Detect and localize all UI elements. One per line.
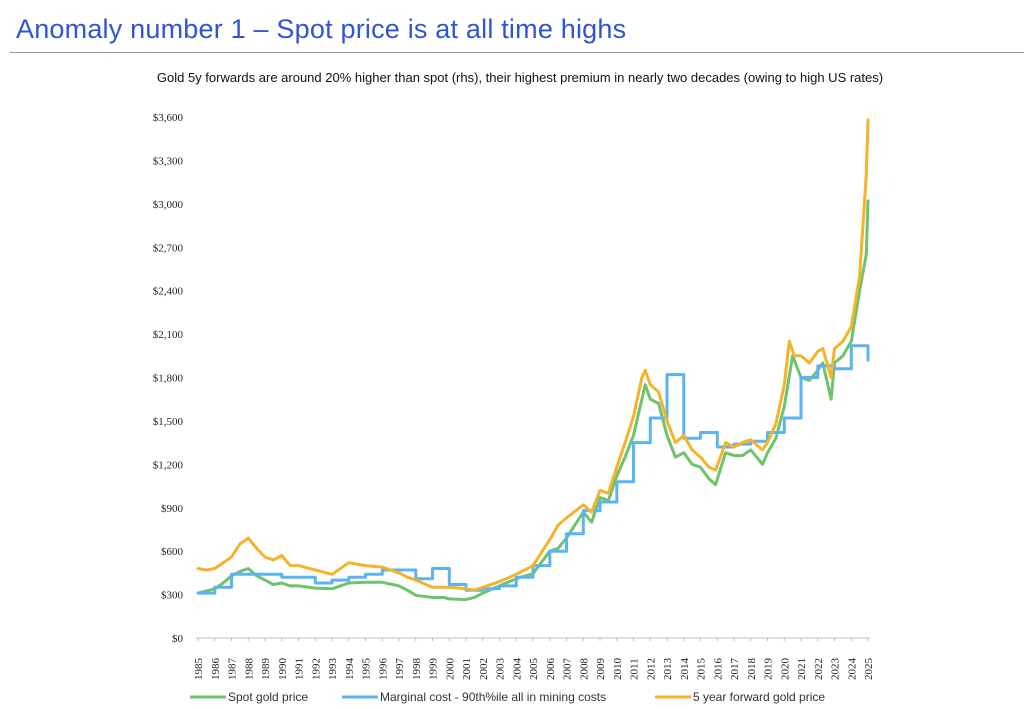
x-tick-label: 1991 <box>294 658 306 680</box>
series-line-marginal-cost <box>196 344 870 595</box>
legend: Spot gold price Marginal cost - 90th%ile … <box>190 690 825 704</box>
x-tick-label: 2017 <box>729 658 741 681</box>
y-tick-label: $900 <box>161 503 184 515</box>
x-tick-label: 1988 <box>243 658 255 681</box>
x-tick-label: 2024 <box>846 658 858 681</box>
legend-label: Marginal cost - 90th%ile all in mining c… <box>380 690 606 704</box>
y-tick-label: $1,800 <box>153 373 184 385</box>
x-tick-label: 2023 <box>830 658 842 681</box>
x-tick-label: 1986 <box>210 658 222 681</box>
series-line-forward <box>196 118 870 592</box>
y-axis: $0 $300 $600 $900 $1,200 $1,500 $1,800 $2,100 $2… <box>153 112 184 645</box>
x-tick-label: 2001 <box>461 658 473 680</box>
x-tick-label: 2000 <box>444 658 456 681</box>
page-title: Anomaly number 1 – Spot price is at all … <box>16 14 627 44</box>
x-tick-label: 2019 <box>763 658 775 681</box>
x-tick-label: 2013 <box>662 658 674 681</box>
x-tick-label: 2005 <box>528 658 540 681</box>
y-tick-label: $3,300 <box>153 155 184 167</box>
y-tick-label: $1,200 <box>153 459 184 471</box>
x-tick-label: 1992 <box>310 658 322 680</box>
y-tick-label: $0 <box>172 633 184 645</box>
x-axis: 1985 1986 1987 1988 1989 1990 1991 1992 1993 1994… <box>193 638 875 680</box>
x-tick-label: 2022 <box>813 658 825 680</box>
x-tick-label: 2003 <box>495 658 507 681</box>
x-tick-label: 2002 <box>478 658 490 680</box>
y-tick-label: $1,500 <box>153 416 184 428</box>
x-tick-label: 1994 <box>344 658 356 681</box>
x-tick-label: 2008 <box>578 658 590 681</box>
y-tick-label: $2,400 <box>153 286 184 298</box>
y-tick-label: $3,000 <box>153 199 184 211</box>
x-tick-label: 1997 <box>394 658 406 681</box>
y-tick-label: $2,700 <box>153 242 184 254</box>
x-tick-label: 2012 <box>645 658 657 680</box>
x-tick-label: 1999 <box>428 658 440 681</box>
x-tick-label: 2004 <box>511 658 523 681</box>
x-tick-label: 1993 <box>327 658 339 681</box>
x-tick-label: 2009 <box>595 658 607 681</box>
x-tick-label: 1990 <box>277 658 289 681</box>
x-tick-label: 2010 <box>612 658 624 681</box>
series-layer <box>196 118 870 602</box>
x-tick-label: 1987 <box>227 658 239 681</box>
title-divider <box>10 52 1024 53</box>
legend-label: 5 year forward gold price <box>693 690 825 704</box>
x-tick-label: 2016 <box>712 658 724 681</box>
x-tick-label: 2020 <box>779 658 791 681</box>
legend-label: Spot gold price <box>228 690 308 704</box>
y-tick-label: $2,100 <box>153 329 184 341</box>
x-tick-label: 1989 <box>260 658 272 681</box>
y-tick-label: $3,600 <box>153 112 184 124</box>
y-tick-label: $600 <box>161 546 184 558</box>
y-tick-label: $300 <box>161 590 184 602</box>
x-tick-label: 2015 <box>696 658 708 681</box>
x-tick-label: 2025 <box>863 658 875 681</box>
x-tick-label: 1985 <box>193 658 205 681</box>
x-tick-label: 1995 <box>361 658 373 681</box>
chart-title: Gold 5y forwards are around 20% higher t… <box>156 70 884 85</box>
series-line-spot <box>196 199 870 602</box>
x-tick-label: 1998 <box>411 658 423 681</box>
x-tick-label: 1996 <box>377 658 389 681</box>
x-tick-label: 2018 <box>746 658 758 681</box>
x-tick-label: 2007 <box>562 658 574 681</box>
x-tick-label: 2014 <box>679 658 691 681</box>
x-tick-label: 2011 <box>629 658 641 680</box>
x-tick-label: 2006 <box>545 658 557 681</box>
x-tick-label: 2021 <box>796 658 808 680</box>
